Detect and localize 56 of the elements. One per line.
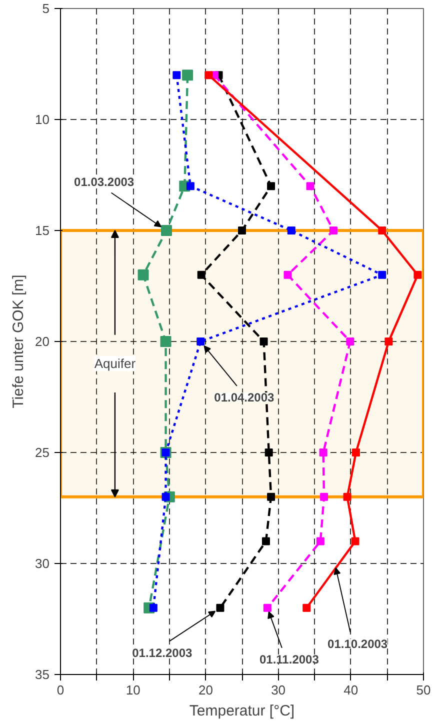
point [378, 226, 386, 234]
y-tick-label: 20 [35, 334, 50, 349]
point [160, 225, 172, 236]
point [378, 270, 386, 279]
text: 01.04.2003 [214, 390, 275, 404]
point [267, 182, 276, 190]
point [302, 604, 311, 612]
point [149, 604, 158, 612]
y-tick-label: 5 [42, 1, 50, 16]
point [172, 71, 181, 80]
text: 01.03.2003 [74, 175, 134, 190]
x-tick-label: 0 [56, 682, 64, 698]
x-tick-label: 30 [271, 682, 286, 698]
text: 01.10.2003 [328, 636, 388, 651]
point [196, 338, 205, 346]
point [262, 537, 270, 546]
point [306, 182, 314, 190]
point [197, 270, 206, 279]
point [138, 269, 149, 280]
point [182, 70, 194, 81]
point [320, 492, 328, 501]
point [162, 492, 170, 501]
point [260, 338, 268, 346]
x-tick-label: 20 [198, 682, 213, 698]
point [238, 226, 246, 234]
point [316, 537, 324, 546]
point [267, 492, 276, 501]
point [284, 270, 292, 279]
point [352, 448, 360, 456]
y-axis-title: Tiefe unter GOK [m] [10, 274, 28, 408]
point [351, 537, 360, 546]
x-tick-label: 50 [416, 682, 431, 698]
point [319, 448, 328, 456]
x-tick-label: 40 [344, 682, 358, 698]
point [204, 71, 213, 80]
x-axis-title: Temperatur [°C] [189, 702, 295, 720]
x-tick-label: 10 [126, 682, 140, 698]
point [329, 226, 338, 234]
point [186, 182, 194, 190]
point [346, 338, 354, 346]
text: 01.12.2003 [132, 646, 192, 660]
point [263, 604, 272, 612]
point [287, 226, 296, 234]
point [384, 338, 393, 346]
y-tick-label: 25 [35, 445, 50, 460]
y-tick-label: 15 [35, 223, 50, 238]
y-tick-label: 10 [35, 112, 50, 127]
point [414, 270, 422, 279]
point [264, 448, 273, 456]
point [343, 492, 352, 501]
y-tick-label: 30 [35, 556, 50, 571]
point [216, 604, 224, 612]
band-label: Aquifer [94, 356, 136, 372]
point [160, 336, 172, 347]
text: 01.11.2003 [259, 652, 320, 666]
y-tick-label: 35 [35, 667, 50, 682]
